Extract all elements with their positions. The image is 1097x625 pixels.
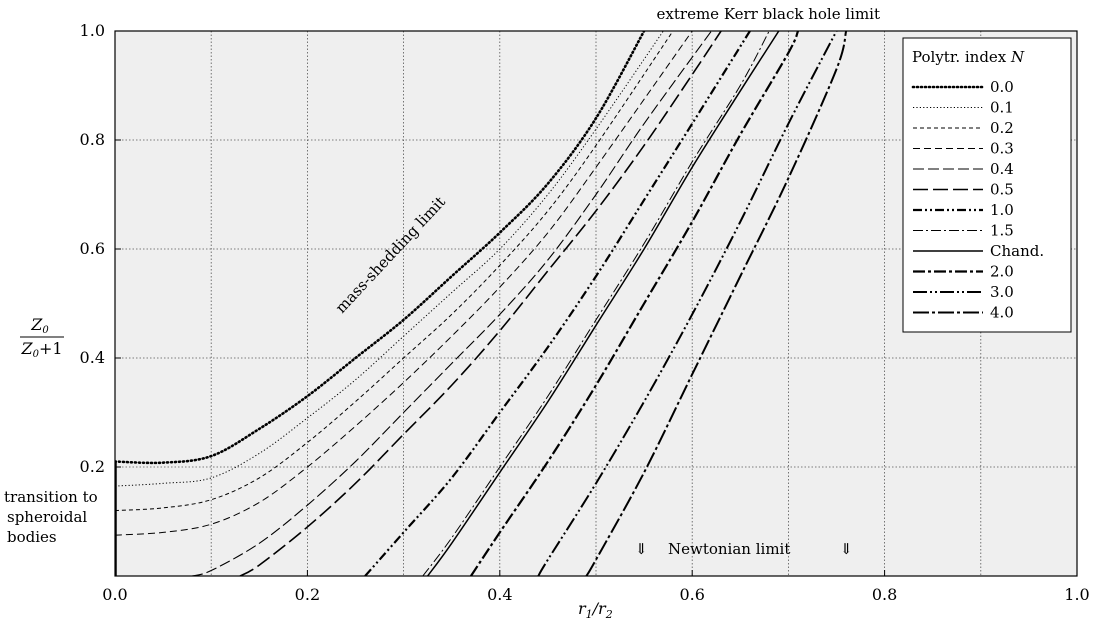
legend-label: 0.0 [990,78,1014,96]
y-tick-label: 0.6 [80,239,105,258]
y-tick-label: 0.4 [80,348,105,367]
y-tick-label: 1.0 [80,21,105,40]
series-lines [115,31,848,576]
series-line-3.0 [537,31,838,576]
legend-label: 0.2 [990,119,1014,137]
series-line-1.0 [364,31,751,576]
annotation-kerr-limit: extreme Kerr black hole limit [657,5,880,23]
x-axis-label: r1/r2 [578,599,613,621]
legend-label: 4.0 [990,304,1014,322]
legend-label: 0.1 [990,99,1014,117]
y-tick-label: 0.2 [80,457,105,476]
series-line-Chand. [427,31,780,576]
annotation-transition-line1: transition to [4,488,98,506]
series-line-0.5 [239,31,722,576]
annotation-transition-line3: bodies [7,528,57,546]
series-line-0.0 [115,31,646,465]
plot-frame [114,30,1078,577]
series-line-4.0 [585,31,848,576]
x-tick-label: 0.6 [679,585,704,604]
axis-ticks: 0.0 0.2 0.4 0.6 0.8 1.0 0.2 0.4 0.6 0.8 1.0 [80,21,1090,604]
series-line-1.5 [422,31,770,576]
x-tick-label: 0.8 [872,585,897,604]
legend-label: 1.5 [990,222,1014,240]
legend-label: 3.0 [990,283,1014,301]
legend-label: 1.0 [990,201,1014,219]
newtonian-arrow-left: ⇓ [635,540,648,558]
x-tick-label: 0.2 [295,585,320,604]
legend-label: 2.0 [990,263,1014,281]
legend-items: 0.0 0.1 0.2 0.3 0.4 0.5 1.0 1.5 Chand. 2.0 3.0 4.0 [911,78,1044,322]
legend-label: 0.3 [990,140,1014,158]
x-tick-label: 1.0 [1064,585,1089,604]
x-tick-label: 0.0 [102,585,127,604]
legend-box [902,37,1072,333]
svg-text:Z0: Z0 [30,315,49,336]
legend: Polytr. index N 0.0 0.1 0.2 0.3 0.4 0.5 1.0 1.5… [902,37,1072,333]
annotation-newtonian: Newtonian limit [668,540,790,558]
legend-label: 0.5 [990,181,1014,199]
series-line-2.0 [470,31,800,576]
x-tick-label: 0.4 [487,585,512,604]
legend-label: 0.4 [990,160,1014,178]
legend-title: Polytr. index N [912,48,1025,66]
y-axis-label: Z0 Z0+1 [20,315,64,360]
series-line-0.2 [115,31,674,512]
series-line-0.3 [115,31,693,536]
newtonian-arrow-right: ⇓ [840,540,853,558]
annotation-transition-line2: spheroidal [7,508,87,526]
svg-text:Z0+1: Z0+1 [20,339,62,360]
svg-text:r1/r2: r1/r2 [578,599,613,621]
series-line-0.1 [115,31,664,487]
series-line-0.4 [191,31,712,576]
y-tick-label: 0.8 [80,130,105,149]
legend-label: Chand. [990,242,1044,260]
